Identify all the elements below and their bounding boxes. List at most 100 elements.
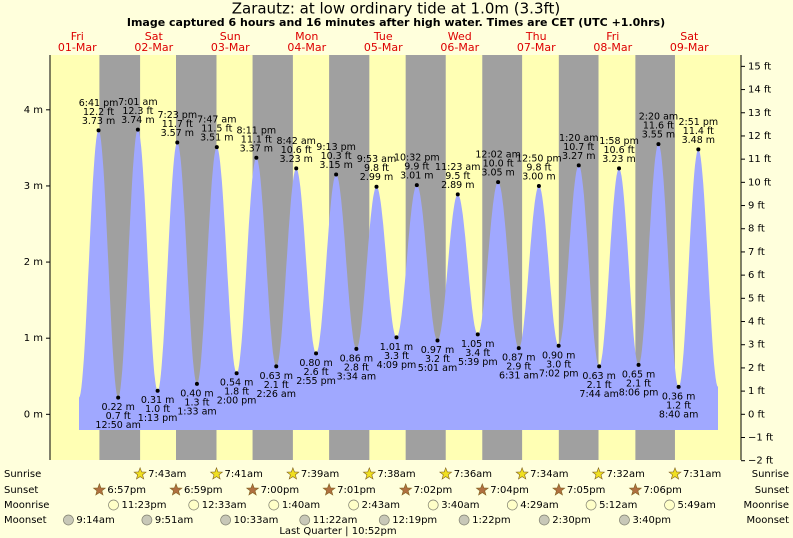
moon-icon (299, 514, 311, 526)
y2-tick-label: 1 ft (748, 386, 765, 397)
sun-icon (591, 466, 606, 480)
tide-label: 11.1 ft (241, 134, 272, 145)
row-label: Moonset (747, 515, 790, 526)
row-time: 7:01pm (337, 485, 376, 496)
tide-label: 3.01 m (400, 171, 433, 182)
row-time: 1:22pm (472, 515, 511, 526)
tide-point (135, 127, 140, 132)
y2-tick-label: 5 ft (748, 293, 765, 304)
tide-label: 9.5 ft (445, 171, 470, 182)
tide-label: 9.8 ft (364, 163, 389, 174)
tide-point (696, 147, 701, 152)
tide-point (576, 163, 581, 168)
y-tick-label: 3 m (24, 181, 43, 192)
row-label: Sunset (755, 485, 789, 496)
day-name: Tue (373, 30, 393, 43)
y2-tick-label: 8 ft (748, 224, 765, 235)
moon-icon (63, 514, 74, 526)
tide-label: 7:23 pm (157, 110, 197, 121)
tide-label: 0.80 m (299, 358, 332, 369)
day-name: Wed (448, 30, 472, 43)
tide-point (334, 172, 339, 177)
tide-label: 0.97 m (421, 345, 454, 356)
row-label: Sunset (4, 485, 38, 496)
tide-label: 0.63 m (582, 371, 615, 382)
tide-point (214, 145, 219, 150)
row-label: Moonrise (744, 500, 789, 511)
tide-label: 12:02 am (475, 150, 520, 161)
day-name: Sun (220, 30, 241, 43)
tide-label: 2:26 am (257, 389, 296, 400)
tide-label: 2.99 m (360, 172, 393, 183)
y-tick-label: 0 m (24, 409, 43, 420)
tide-label: 7:02 pm (539, 368, 579, 379)
day-date: 06-Mar (440, 41, 479, 54)
tide-label: 5:39 pm (458, 357, 498, 368)
row-time: 6:59pm (184, 485, 223, 496)
moon-icon (188, 499, 200, 511)
moon-icon (348, 499, 360, 511)
moon-icon (619, 514, 630, 526)
tide-point (597, 364, 602, 369)
tide-point (194, 381, 199, 386)
tide-point (254, 155, 259, 160)
tide-point (435, 338, 440, 343)
tide-label: 9:13 pm (316, 142, 356, 153)
tide-point (617, 166, 622, 171)
tide-point (455, 192, 460, 197)
tide-label: 3.15 m (319, 160, 352, 171)
tide-label: 1:58 pm (599, 136, 639, 147)
moon-icon (506, 499, 518, 511)
day-name: Sat (145, 30, 164, 43)
tide-label: 11.5 ft (201, 124, 232, 135)
tide-label: 1:13 pm (138, 413, 178, 424)
moon-icon (458, 514, 470, 526)
tide-label: 3.57 m (161, 128, 194, 139)
tide-label: 10:32 pm (394, 153, 440, 164)
row-time: 7:43am (148, 469, 186, 480)
tide-label: 9:53 am (357, 154, 396, 165)
row-label: Moonset (4, 515, 47, 526)
tide-label: 7:44 am (579, 389, 618, 400)
tide-label: 7:47 am (197, 115, 236, 126)
row-time: 10:33am (234, 515, 279, 526)
row-time: 3:40am (441, 500, 479, 511)
y2-tick-label: 13 ft (748, 108, 771, 119)
tide-label: 11.6 ft (643, 121, 674, 132)
tide-label: 10.3 ft (321, 151, 352, 162)
tide-point (175, 140, 180, 145)
y2-tick-label: 2 ft (748, 363, 765, 374)
tide-label: 3.23 m (602, 154, 635, 165)
tide-point (374, 184, 379, 189)
tide-label: 0.36 m (662, 391, 695, 402)
day-name: Mon (295, 30, 318, 43)
moon-icon (378, 514, 390, 526)
tide-label: 12:50 pm (516, 153, 562, 164)
day-date: 01-Mar (58, 41, 97, 54)
chart-subtitle: Image captured 6 hours and 16 minutes af… (127, 16, 665, 29)
moon-icon (141, 514, 153, 526)
tide-label: 3.74 m (121, 115, 154, 126)
row-time: 7:31am (683, 469, 721, 480)
tide-label: 10.6 ft (603, 145, 634, 156)
tide-label: 2.8 ft (344, 362, 369, 373)
sun-icon (362, 466, 377, 480)
y2-tick-label: 7 ft (748, 247, 765, 258)
row-label: Sunrise (4, 469, 41, 480)
tide-label: 0.63 m (260, 371, 293, 382)
y2-tick-label: 12 ft (748, 131, 771, 142)
moon-phase: Last Quarter | 10:52pm (279, 526, 396, 537)
y-tick-label: 2 m (24, 257, 43, 268)
y2-tick-label: 11 ft (748, 154, 771, 165)
tide-label: 10.0 ft (483, 159, 514, 170)
tide-label: 3:34 am (337, 371, 376, 382)
tide-label: 3.73 m (82, 116, 115, 127)
tide-point (96, 128, 101, 133)
y2-tick-label: 3 ft (748, 340, 765, 351)
row-time: 7:32am (607, 469, 645, 480)
tide-label: 2.1 ft (626, 378, 651, 389)
day-date: 04-Mar (287, 41, 326, 54)
day-date: 03-Mar (211, 41, 250, 54)
tide-label: 2.9 ft (506, 362, 531, 373)
